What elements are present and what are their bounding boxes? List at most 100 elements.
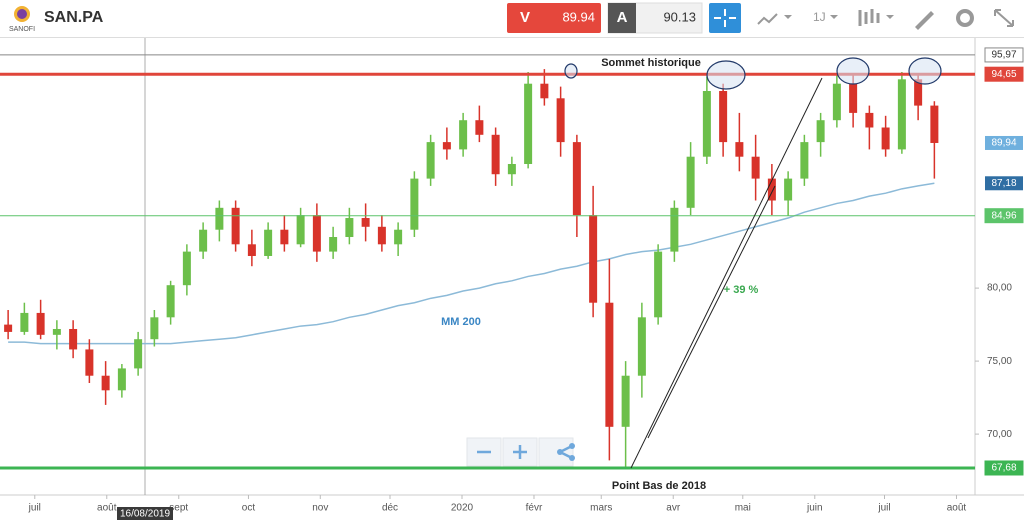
share-button[interactable] bbox=[538, 437, 574, 467]
level-tag bbox=[984, 460, 1024, 476]
y-tick-label: 80,00 bbox=[987, 283, 1012, 294]
crosshair-label: 16/08/2019 bbox=[120, 509, 170, 520]
x-tick-label: mai bbox=[735, 503, 751, 514]
ma-label: MM 200 bbox=[441, 316, 481, 328]
candle-body bbox=[296, 215, 305, 245]
x-tick-label: juil bbox=[28, 503, 41, 514]
candle-body bbox=[475, 120, 484, 135]
level-label: 94,65 bbox=[991, 69, 1016, 80]
candle-body bbox=[767, 178, 776, 201]
candle-body bbox=[735, 142, 744, 157]
zoom-controls bbox=[466, 437, 575, 467]
x-tick-label: juin bbox=[806, 503, 823, 514]
highlight bbox=[836, 57, 870, 85]
candle-body bbox=[719, 91, 728, 143]
sell-button[interactable] bbox=[507, 3, 601, 33]
candle-body bbox=[199, 229, 208, 252]
candle-body bbox=[101, 375, 110, 391]
trend-line bbox=[647, 185, 776, 439]
share-dot bbox=[569, 455, 575, 461]
x-tick-label: avr bbox=[666, 503, 681, 514]
interval-button[interactable]: 1J bbox=[813, 10, 826, 24]
symbol: SAN.PA bbox=[44, 9, 104, 26]
x-tick-label: oct bbox=[242, 503, 256, 514]
candle-body bbox=[36, 312, 45, 335]
chart-type-button[interactable] bbox=[757, 13, 778, 25]
highlight bbox=[564, 63, 578, 79]
fullscreen-button[interactable] bbox=[994, 9, 1014, 27]
candle-body bbox=[377, 226, 386, 245]
candle-body bbox=[20, 312, 29, 332]
crosshair-box bbox=[117, 507, 173, 520]
candle-body bbox=[215, 207, 224, 230]
candle-body bbox=[410, 178, 419, 230]
candle-body bbox=[637, 317, 646, 376]
plot: 70,00 75,00 80,00 juil août sept oct nov déc 2020… bbox=[0, 38, 1024, 520]
candle-body bbox=[85, 349, 94, 376]
level-label: 95,97 bbox=[991, 50, 1016, 61]
x-tick-label: 2020 bbox=[451, 503, 474, 514]
level-tag bbox=[984, 47, 1024, 63]
highlight bbox=[706, 60, 746, 90]
dropdown bbox=[784, 15, 792, 19]
price-tag-label: 87,18 bbox=[991, 178, 1016, 189]
x-tick-label: déc bbox=[382, 503, 398, 514]
candle-body bbox=[491, 134, 500, 175]
sell-label: V bbox=[520, 9, 530, 26]
candle-body bbox=[264, 229, 273, 256]
annotation: Point Bas de 2018 bbox=[612, 480, 706, 492]
candle-body bbox=[231, 207, 240, 245]
sell-price: 89.94 bbox=[562, 9, 595, 24]
candle-body bbox=[621, 375, 630, 427]
price-tag bbox=[985, 135, 1023, 150]
x-tick-label: févr bbox=[526, 503, 543, 514]
buy-price: 90.13 bbox=[663, 9, 696, 24]
level-label: 84,96 bbox=[991, 210, 1016, 221]
candle-body bbox=[865, 112, 874, 128]
candle-body bbox=[556, 98, 565, 143]
candle-body bbox=[52, 328, 61, 335]
candle-body bbox=[4, 324, 13, 332]
toolbar: SANOFI SAN.PA V 89.94 A 90.13 1J bbox=[0, 0, 1024, 38]
logo-icon bbox=[17, 9, 27, 19]
x-tick-label: sept bbox=[169, 503, 188, 514]
candle-body bbox=[670, 207, 679, 252]
candle-body bbox=[605, 302, 614, 427]
candle-body bbox=[394, 229, 403, 245]
annotation: + 39 % bbox=[724, 284, 759, 296]
candle-body bbox=[280, 229, 289, 245]
candle-button[interactable] bbox=[858, 9, 880, 26]
dropdown bbox=[886, 15, 894, 19]
trend-line bbox=[630, 77, 823, 469]
candle-body bbox=[832, 83, 841, 121]
price-tag-label: 89,94 bbox=[991, 138, 1016, 149]
draw-button[interactable] bbox=[915, 11, 934, 30]
candle-body bbox=[800, 142, 809, 179]
candle-body bbox=[914, 79, 923, 106]
candle-body bbox=[881, 127, 890, 150]
x-tick-label: août bbox=[947, 503, 967, 514]
annotation: Sommet historique bbox=[601, 57, 701, 69]
dropdown bbox=[830, 15, 838, 19]
level-tag bbox=[984, 208, 1024, 224]
candle-body bbox=[361, 218, 370, 227]
logo-text: SANOFI bbox=[9, 26, 35, 33]
settings-button[interactable] bbox=[956, 9, 974, 27]
candle-body bbox=[345, 218, 354, 238]
candle-body bbox=[540, 83, 549, 99]
candle-body bbox=[686, 156, 695, 208]
candle-body bbox=[182, 251, 191, 286]
y-tick-label: 70,00 bbox=[987, 429, 1012, 440]
crosshair-button[interactable] bbox=[709, 3, 741, 33]
share-dot bbox=[569, 443, 575, 449]
candle-body bbox=[312, 215, 321, 252]
x-tick-label: mars bbox=[590, 503, 612, 514]
candle-body bbox=[507, 164, 516, 175]
candle-body bbox=[589, 215, 598, 303]
candle-body bbox=[849, 83, 858, 113]
crosshair-icon bbox=[714, 9, 736, 27]
candle-body bbox=[572, 142, 581, 216]
candle-body bbox=[524, 83, 533, 165]
candle-body bbox=[426, 142, 435, 179]
